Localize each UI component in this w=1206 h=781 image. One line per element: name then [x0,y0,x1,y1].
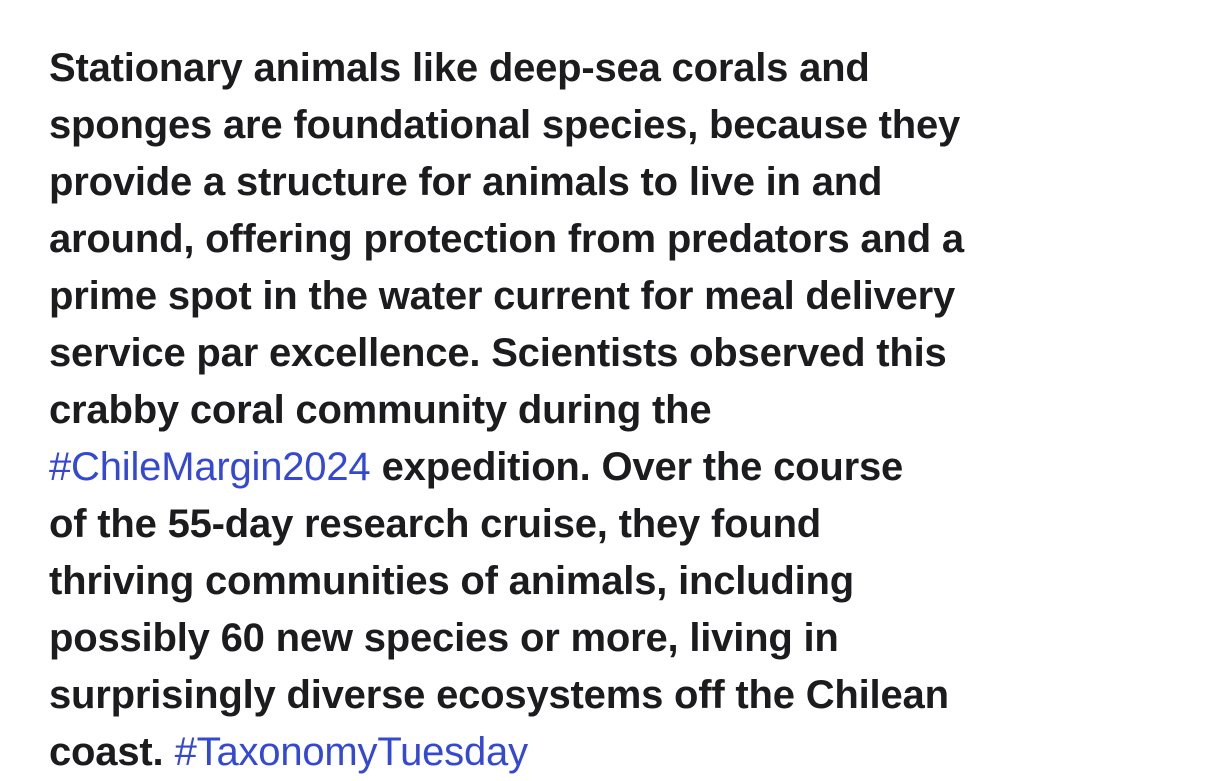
text-segment: of the 55-day research cruise, they foun… [49,502,822,546]
text-segment: surprisingly diverse ecosystems off the … [49,673,949,717]
text-segment: around, offering protection from predato… [49,217,964,261]
text-segment: service par excellence. Scientists obser… [49,331,947,375]
hashtag-link[interactable]: #TaxonomyTuesday [174,730,528,774]
text-segment: crabby coral community during the [49,388,712,432]
text-line: possibly 60 new species or more, living … [49,610,1199,667]
text-line: prime spot in the water current for meal… [49,268,1199,325]
post-text: Stationary animals like deep-sea corals … [49,40,1199,781]
text-line: provide a structure for animals to live … [49,154,1199,211]
text-line: of the 55-day research cruise, they foun… [49,496,1199,553]
text-segment: thriving communities of animals, includi… [49,559,855,603]
text-line: around, offering protection from predato… [49,211,1199,268]
hashtag-link[interactable]: #ChileMargin2024 [49,445,371,489]
text-segment: coast. [49,730,164,774]
text-line: Stationary animals like deep-sea corals … [49,40,1199,97]
text-segment: provide a structure for animals to live … [49,160,883,204]
text-line: #ChileMargin2024 expedition. Over the cou… [49,439,1199,496]
text-segment: Stationary animals like deep-sea corals … [49,46,870,90]
text-line: service par excellence. Scientists obser… [49,325,1199,382]
text-line: crabby coral community during the [49,382,1199,439]
text-line: thriving communities of animals, includi… [49,553,1199,610]
text-segment: sponges are foundational species, becaus… [49,103,961,147]
text-segment: expedition. Over the course [381,445,904,489]
text-line: coast. #TaxonomyTuesday [49,724,1199,781]
text-segment: possibly 60 new species or more, living … [49,616,839,660]
text-line: surprisingly diverse ecosystems off the … [49,667,1199,724]
text-segment: prime spot in the water current for meal… [49,274,956,318]
text-line: sponges are foundational species, becaus… [49,97,1199,154]
